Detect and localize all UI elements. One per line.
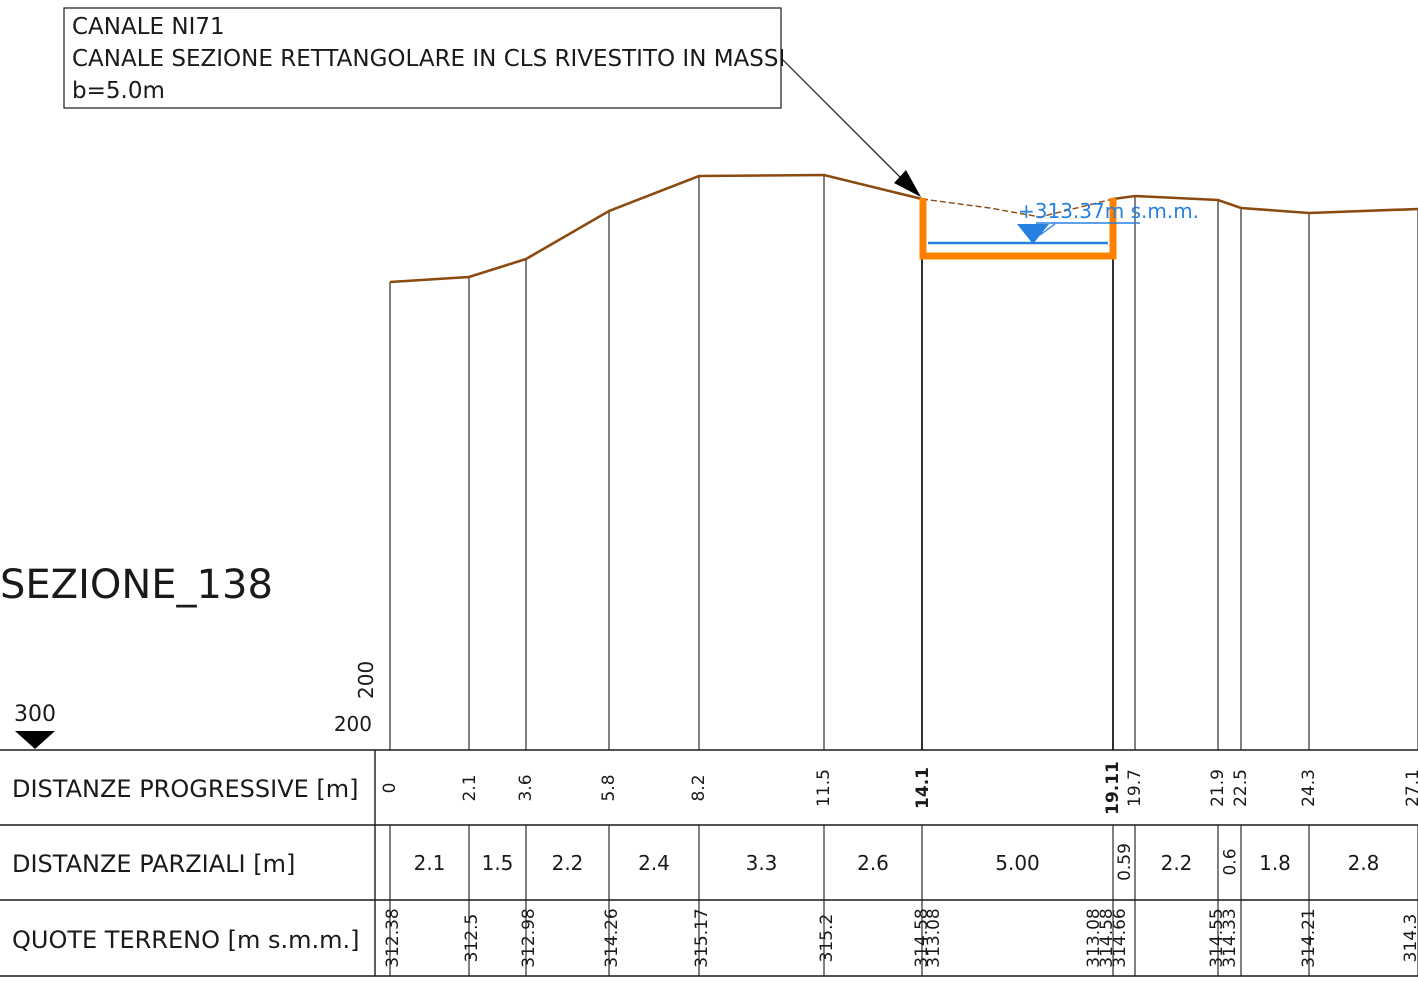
callout-line-2: CANALE SEZIONE RETTANGOLARE IN CLS RIVES… [72,46,785,72]
progressive-value: 3.6 [516,774,536,801]
progressive-value: 14.1 [913,767,933,809]
partial-value: 1.8 [1259,851,1291,875]
callout-leader [780,57,921,197]
elevation-value: 315.2 [817,914,837,963]
terrain-profile-left [389,173,923,284]
elevation-value: 314.26 [602,908,622,967]
elevation-value: 314.58 [912,908,932,967]
progressive-value: 27.1 [1403,769,1418,807]
elevation-value: 312.38 [383,908,403,967]
progressive-value: 0 [380,783,400,794]
datum-marker-icon [15,731,55,749]
row-label-progressive: DISTANZE PROGRESSIVE [m] [12,775,359,803]
progressive-value: 24.3 [1299,769,1319,807]
partial-value: 2.1 [414,851,446,875]
original-terrain-dashed [921,198,1114,218]
progressive-value: 11.5 [814,769,834,807]
progressive-value: 5.8 [599,774,619,801]
elevation-value: 314.21 [1299,908,1319,967]
partial-value: 5.00 [995,851,1040,875]
callout-line-3: b=5.0m [72,78,165,104]
progressive-value: 19.7 [1125,769,1145,807]
row-label-partial: DISTANZE PARZIALI [m] [12,850,295,878]
channel-section [919,198,1117,260]
elevation-value: 312.98 [519,908,539,967]
partial-value: 1.5 [482,851,514,875]
elevation-value: 314.58 [1097,908,1117,967]
callout-line-1: CANALE NI71 [72,14,225,40]
elevation-value: 315.17 [692,908,712,967]
terrain-profile-right [1112,194,1418,215]
water-level-label: +313.37m s.m.m. [1018,199,1199,223]
section-title: SEZIONE_138 [0,562,273,608]
progressive-value: 21.9 [1208,769,1228,807]
elevation-value: 314.55 [1207,908,1227,967]
water-level-marker-icon [1017,224,1049,244]
partial-value: 2.4 [638,851,670,875]
datum-label-right: 200 [334,712,372,736]
partial-value: 2.2 [1161,851,1193,875]
elevation-value: 314.33 [1220,908,1240,967]
elevation-value: 312.5 [462,914,482,963]
datum-label-vertical: 200 [354,661,378,699]
partial-value: 2.2 [552,851,584,875]
progressive-value: 19.11 [1103,761,1123,815]
partial-value: 0.6 [1221,848,1241,875]
callout-box: CANALE NI71 CANALE SEZIONE RETTANGOLARE … [63,7,785,109]
partial-value: 2.6 [857,851,889,875]
elevation-value: 313.08 [1084,908,1104,967]
partial-value: 2.8 [1348,851,1380,875]
progressive-value: 2.1 [460,774,480,801]
elevation-value: 314.66 [1110,908,1130,967]
partial-value: 3.3 [746,851,778,875]
progressive-value: 22.5 [1231,769,1251,807]
data-table: DISTANZE PROGRESSIVE [m] DISTANZE PARZIA… [0,749,1418,977]
elevation-value: 313.08 [924,908,944,967]
row-label-elevation: QUOTE TERRENO [m s.m.m.] [12,926,360,954]
elevation-value: 314.3 [1401,914,1418,963]
datum-label-left: 300 [14,702,56,727]
station-lines [389,175,1418,750]
progressive-value: 8.2 [689,774,709,801]
partial-value: 0.59 [1115,843,1135,881]
